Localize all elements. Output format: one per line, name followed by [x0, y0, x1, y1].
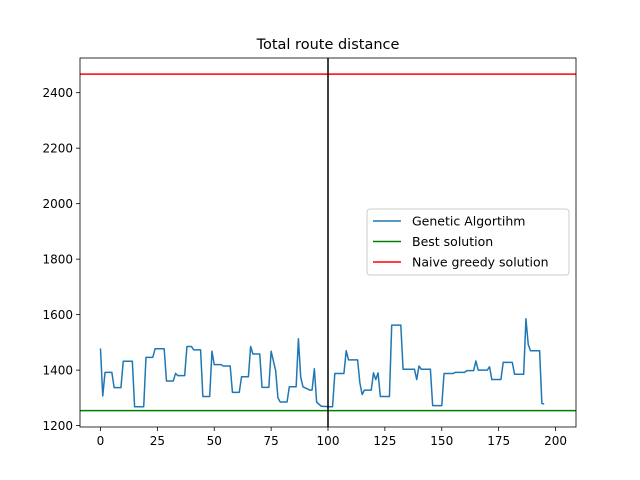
y-tick-label: 1400: [42, 364, 73, 378]
y-tick-label: 2000: [42, 197, 73, 211]
legend: Genetic Algortihm Best solution Naive gree…: [366, 208, 570, 276]
y-tick-label: 1600: [42, 308, 73, 322]
x-tick-label: 75: [263, 434, 278, 448]
y-tick-label: 2200: [42, 142, 73, 156]
x-tick-label: 0: [97, 434, 105, 448]
x-tick-label: 100: [317, 434, 340, 448]
x-tick-label: 50: [207, 434, 222, 448]
x-tick-label: 175: [487, 434, 510, 448]
x-tick-label: 125: [373, 434, 396, 448]
legend-label: Naive greedy solution: [412, 255, 549, 270]
y-tick-label: 1200: [42, 419, 73, 433]
legend-label: Genetic Algortihm: [412, 214, 525, 229]
title-group: Total route distance: [256, 37, 400, 53]
plot-lines: [80, 58, 576, 427]
legend-label: Best solution: [412, 234, 493, 249]
y-tick-label: 1800: [42, 253, 73, 267]
axes: 0 25 50 75 100 125 150 175 200 1200 1400 1600 1800 20…: [42, 57, 577, 448]
x-tick-label: 25: [150, 434, 165, 448]
chart-title: Total route distance: [256, 37, 400, 53]
y-tick-label: 2400: [42, 86, 73, 100]
series-line-genetic-algorithm: [99, 318, 545, 408]
x-tick-label: 150: [430, 434, 453, 448]
legend-box: [366, 208, 570, 276]
x-tick-label: 200: [544, 434, 567, 448]
